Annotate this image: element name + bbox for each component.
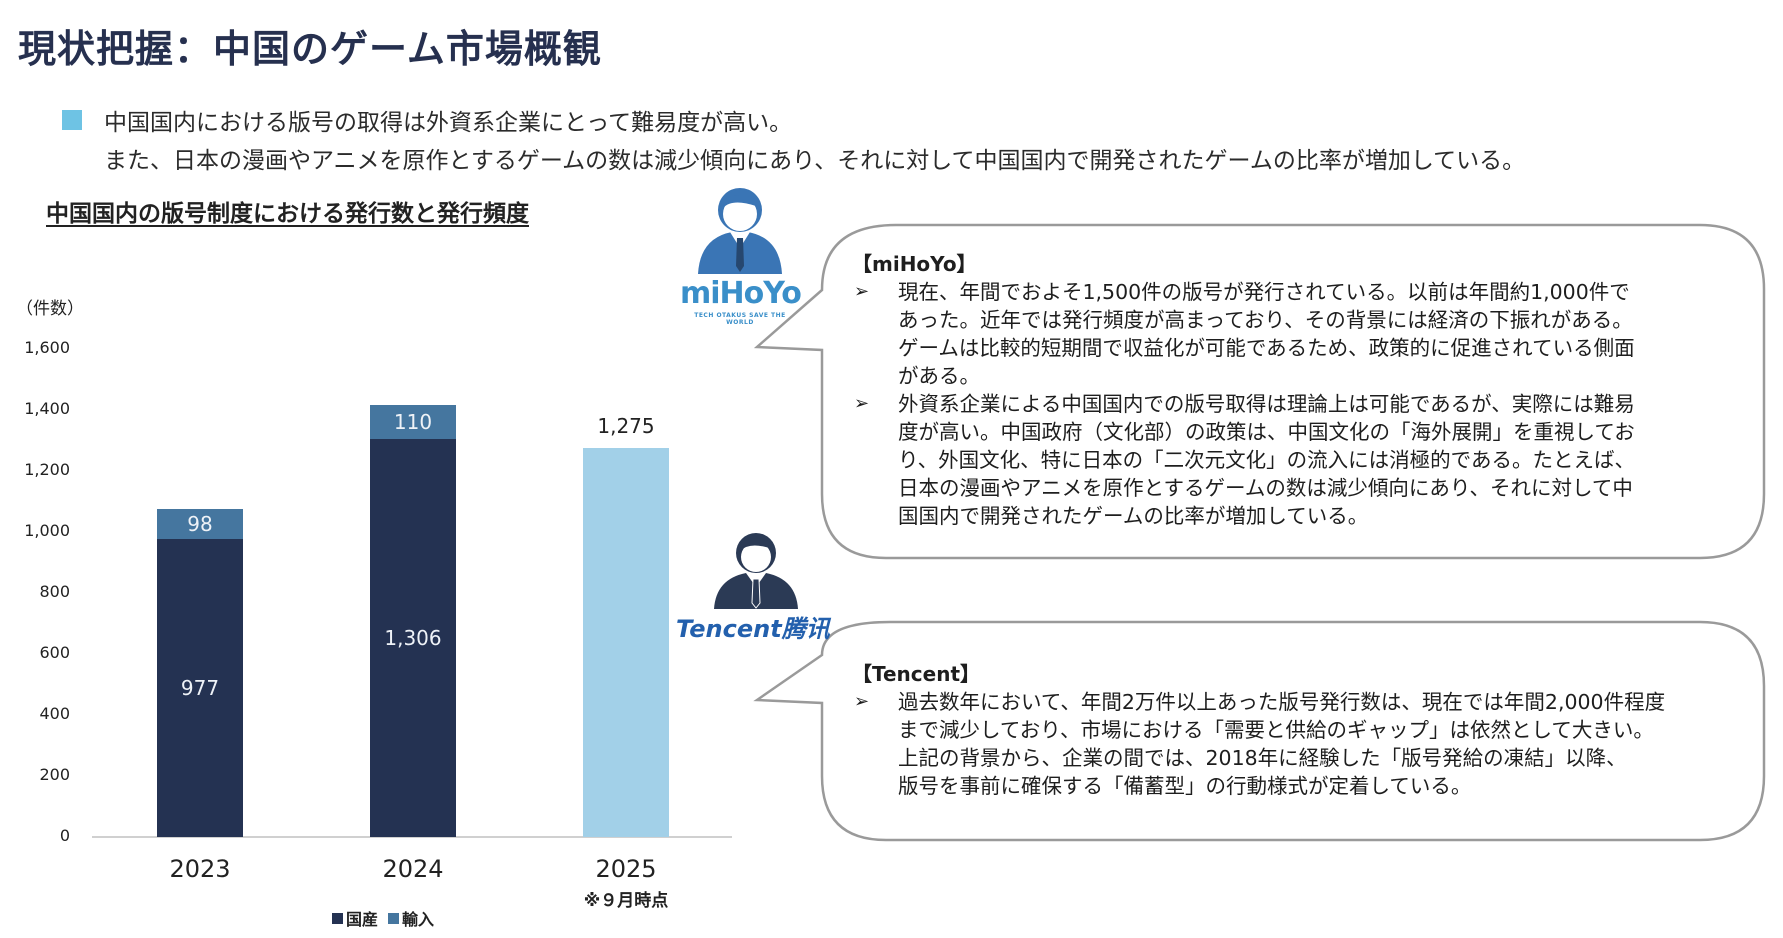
bar-segment-domestic: 977	[157, 539, 243, 837]
bubble-bullet-item: ➢ 過去数年において、年間2万件以上あった版号発行数は、現在では年間2,000件…	[852, 688, 1742, 800]
page-title: 現状把握：中国のゲーム市場概観	[18, 27, 602, 71]
x-tick-2025: 2025	[595, 855, 657, 883]
mihoyo-logo: miHoYo TECH OTAKUS SAVE THE WORLD	[680, 186, 802, 326]
bar-segment-total	[583, 448, 669, 837]
y-tick: 1,200	[24, 460, 70, 479]
x-tick-2024: 2024	[382, 855, 444, 883]
legend-label: 輸入	[402, 910, 435, 929]
y-tick: 1,000	[24, 521, 70, 540]
bubble-line: 日本の漫画やアニメを原作とするゲームの数は減少傾向にあり、それに対して中	[898, 476, 1633, 500]
bubble-heading-mihoyo: 【miHoYo】	[852, 252, 977, 276]
chart-title: 中国国内の版号制度における発行数と発行頻度	[46, 201, 529, 227]
legend-swatch-domestic	[332, 912, 343, 924]
y-axis-unit: （件数）	[16, 299, 84, 319]
bubble-line: 外資系企業による中国国内での版号取得は理論上は可能であるが、実際には難易	[898, 392, 1635, 416]
y-tick: 400	[39, 704, 70, 723]
speech-bubble-mihoyo-outline	[753, 223, 1766, 560]
bar-segment-import: 98	[157, 509, 243, 540]
bar-chart: （件数） 0 200 400 600 800 1,000 1,200 1,400…	[0, 0, 740, 938]
mihoyo-tagline: TECH OTAKUS SAVE THE WORLD	[694, 312, 786, 326]
bar-total-label: 1,275	[597, 414, 655, 439]
bubble-line: り、外国文化、特に日本の「二次元文化」の流入には消極的である。たとえば、	[898, 448, 1635, 472]
tencent-logo: Tencent腾讯	[676, 533, 836, 643]
bar-2023: 977 98	[157, 509, 243, 837]
tencent-wordmark: Tencent腾讯	[676, 615, 830, 643]
bar-2025: 1,275	[583, 414, 669, 837]
y-tick: 1,600	[24, 338, 70, 357]
bar-2024: 1,306 110	[370, 405, 456, 837]
chart-legend: 国産 輸入	[332, 906, 434, 930]
bubble-line: 国国内で開発されたゲームの比率が増加している。	[898, 504, 1369, 528]
bar-value-label: 1,306	[384, 625, 442, 650]
arrow-bullet-icon: ➢	[854, 691, 870, 712]
bubble-line: あった。近年では発行頻度が高まっており、その背景には経済の下振れがある。	[898, 308, 1633, 332]
bubble-line: 度が高い。中国政府（文化部）の政策は、中国文化の「海外展開」を重視してお	[898, 420, 1635, 444]
person-icon	[714, 533, 798, 609]
legend-swatch-import	[388, 912, 400, 924]
legend-item-domestic: 国産	[332, 906, 378, 930]
x-axis-line	[92, 836, 732, 838]
y-tick: 800	[39, 582, 70, 601]
speech-bubble-tencent-outline	[753, 620, 1766, 842]
bar-value-label: 98	[187, 512, 213, 537]
person-icon	[698, 188, 782, 274]
bubble-line: 上記の背景から、企業の間では、2018年に経験した「版号発給の凍結」以降、	[898, 746, 1627, 770]
bar-segment-domestic: 1,306	[370, 438, 456, 837]
summary-line-2: また、日本の漫画やアニメを原作とするゲームの数は減少傾向にあり、それに対して中国…	[104, 148, 1526, 174]
bubble-line: 版号を事前に確保する「備蓄型」の行動様式が定着している。	[898, 774, 1472, 798]
summary: 中国国内における版号の取得は外資系企業にとって難易度が高い。 また、日本の漫画や…	[62, 104, 1525, 180]
bar-value-label: 977	[180, 676, 220, 700]
bar-value-label: 110	[393, 409, 433, 434]
bubble-line: がある。	[898, 364, 980, 388]
bar-segment-import: 110	[370, 405, 456, 439]
arrow-bullet-icon: ➢	[854, 281, 870, 302]
summary-line-1: 中国国内における版号の取得は外資系企業にとって難易度が高い。	[104, 110, 793, 136]
arrow-bullet-icon: ➢	[854, 393, 870, 414]
bubble-line: 過去数年において、年間2万件以上あった版号発行数は、現在では年間2,000件程度	[898, 690, 1666, 714]
bubble-heading-tencent: 【Tencent】	[852, 662, 981, 686]
legend-label: 国産	[346, 910, 379, 929]
legend-item-import: 輸入	[388, 906, 434, 930]
bubble-bullet-item: ➢ 現在、年間でおよそ1,500件の版号が発行されている。以前は年間約1,000…	[852, 278, 1742, 390]
y-tick: 0	[59, 826, 70, 845]
mihoyo-wordmark: miHoYo	[680, 276, 802, 311]
square-bullet-icon	[62, 110, 82, 130]
bubble-line: まで減少しており、市場における「需要と供給のギャップ」は依然として大きい。	[898, 718, 1654, 742]
y-tick: 1,400	[24, 399, 70, 418]
bubble-bullet-item: ➢ 外資系企業による中国国内での版号取得は理論上は可能であるが、実際には難易 度…	[852, 390, 1742, 530]
speech-bubble-mihoyo: 【miHoYo】 ➢ 現在、年間でおよそ1,500件の版号が発行されている。以前…	[852, 250, 1742, 530]
bubble-line: 現在、年間でおよそ1,500件の版号が発行されている。以前は年間約1,000件で	[898, 280, 1630, 304]
speech-bubble-tencent: 【Tencent】 ➢ 過去数年において、年間2万件以上あった版号発行数は、現在…	[852, 660, 1742, 800]
y-tick: 200	[39, 765, 70, 784]
bubble-line: ゲームは比較的短期間で収益化が可能であるため、政策的に促進されている側面	[898, 336, 1635, 360]
x-tick-note-2025: ※９月時点	[583, 891, 669, 911]
x-tick-2023: 2023	[169, 855, 231, 883]
y-tick: 600	[39, 643, 70, 662]
